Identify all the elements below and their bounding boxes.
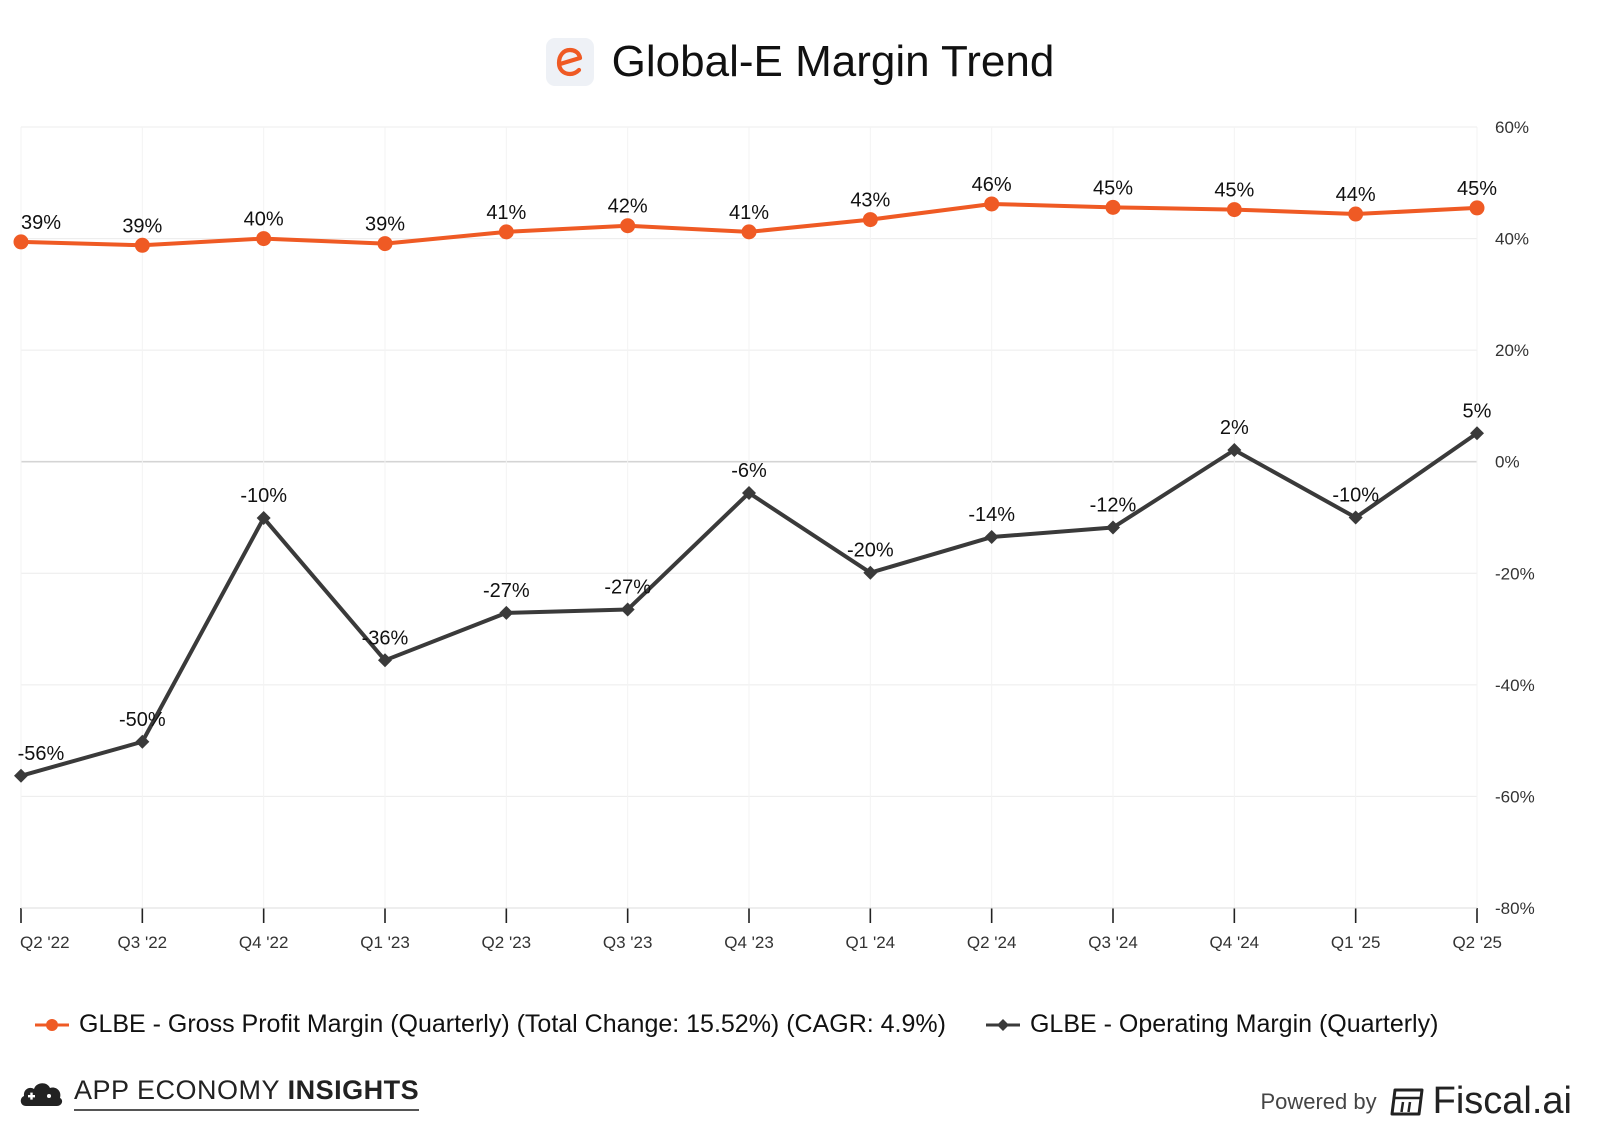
powered-by-text: Powered by	[1260, 1088, 1377, 1114]
x-tick-label: Q4 '22	[239, 933, 289, 952]
operating-point	[620, 602, 635, 617]
legend-diamond-marker-icon	[985, 1018, 1020, 1031]
gross-point	[1469, 200, 1485, 216]
gross-data-label: 42%	[608, 196, 648, 218]
fiscal-brand-text: Fiscal.ai	[1432, 1080, 1572, 1122]
operating-point	[499, 605, 514, 620]
gross-data-label: 41%	[729, 202, 769, 224]
margin-line-chart: 60% 40% 20% 0% -20% -40% -60% -80% Q2 '22 Q3 '22 Q…	[13, 118, 1535, 952]
operating-data-label: -6%	[731, 460, 767, 482]
operating-point	[378, 653, 392, 668]
operating-point	[984, 530, 999, 545]
global-e-logo-icon	[545, 38, 594, 86]
gross-point	[1105, 199, 1121, 215]
operating-data-label: 5%	[1463, 400, 1492, 422]
gross-data-label: 39%	[122, 215, 162, 237]
gross-data-label: 44%	[1336, 184, 1376, 206]
x-tick-label: Q4 '24	[1210, 933, 1260, 952]
operating-point	[1106, 520, 1120, 535]
operating-point	[256, 511, 271, 526]
chart-title: Global-E Margin Trend	[611, 37, 1055, 86]
operating-data-label: -36%	[362, 627, 409, 649]
app-economy-insights-text: APP ECONOMY INSIGHTS	[74, 1075, 420, 1111]
gross-point	[1226, 202, 1242, 218]
gross-point	[256, 231, 272, 247]
legend-circle-marker-icon	[35, 1018, 69, 1031]
x-tick-label: Q3 '24	[1088, 933, 1138, 952]
y-tick-label: -60%	[1495, 787, 1535, 806]
y-tick-label: -80%	[1495, 899, 1535, 918]
fiscal-logo-icon	[1390, 1088, 1424, 1115]
y-tick-label: 0%	[1495, 453, 1520, 472]
app-economy-insights-brand: APP ECONOMY INSIGHTS	[18, 1075, 420, 1111]
operating-data-label: -20%	[847, 540, 894, 562]
gross-data-label: 40%	[244, 209, 284, 231]
gross-point	[13, 234, 29, 250]
gross-point	[498, 224, 514, 240]
gross-point	[862, 212, 878, 228]
gross-data-label: 45%	[1093, 177, 1133, 199]
x-tick-label: Q2 '24	[967, 933, 1017, 952]
operating-data-label: -27%	[483, 580, 530, 602]
legend-label-operating: GLBE - Operating Margin (Quarterly)	[1029, 1010, 1439, 1038]
operating-point	[1470, 426, 1484, 441]
operating-data-label: 2%	[1220, 417, 1249, 439]
gross-point	[1348, 206, 1364, 222]
x-tick-label: Q3 '22	[118, 933, 168, 952]
cloud-gamepad-icon	[20, 1083, 63, 1106]
gross-point	[984, 196, 1000, 212]
x-tick-label: Q1 '25	[1331, 933, 1381, 952]
gross-point	[741, 224, 757, 240]
x-tick-label: Q3 '23	[603, 933, 653, 952]
x-tick-label: Q1 '24	[846, 933, 896, 952]
gross-data-label: 45%	[1457, 178, 1497, 200]
legend-item-gross[interactable]: GLBE - Gross Profit Margin (Quarterly) (…	[35, 1010, 946, 1039]
x-tick-label: Q2 '23	[482, 933, 532, 952]
y-tick-label: 20%	[1495, 341, 1529, 360]
operating-point	[1348, 510, 1363, 525]
operating-point	[742, 485, 756, 500]
gross-point	[377, 236, 393, 252]
operating-point	[135, 734, 150, 749]
x-tick-label: Q2 '22	[20, 933, 70, 952]
gross-point	[134, 237, 150, 253]
gross-point	[620, 218, 636, 234]
operating-data-label: -12%	[1090, 495, 1137, 517]
operating-data-label: -14%	[968, 504, 1015, 526]
brand-bold-text: INSIGHTS	[287, 1075, 420, 1105]
x-tick-label: Q4 '23	[724, 933, 774, 952]
y-tick-label: 60%	[1495, 118, 1529, 137]
legend-item-operating[interactable]: GLBE - Operating Margin (Quarterly)	[985, 1010, 1439, 1039]
gross-data-label: 43%	[850, 190, 890, 212]
x-tick-label: Q2 '25	[1452, 933, 1502, 952]
y-tick-label: -20%	[1495, 564, 1535, 583]
operating-data-label: -10%	[240, 485, 287, 507]
y-tick-label: -40%	[1495, 676, 1535, 695]
operating-data-label: -56%	[18, 743, 65, 765]
gross-data-label: 45%	[1214, 180, 1254, 202]
operating-data-label: -10%	[1332, 485, 1379, 507]
gross-data-label: 41%	[486, 202, 526, 224]
gross-data-label: 39%	[365, 214, 405, 236]
legend-label-gross: GLBE - Gross Profit Margin (Quarterly) (…	[79, 1010, 946, 1038]
x-tick-label: Q1 '23	[360, 933, 410, 952]
operating-point	[1227, 442, 1242, 457]
fiscal-brand: Powered by Fiscal.ai	[1260, 1080, 1572, 1123]
chart-header: Global-E Margin Trend	[0, 30, 1600, 94]
chart-legend: GLBE - Gross Profit Margin (Quarterly) (…	[35, 1010, 1478, 1039]
operating-point	[14, 768, 28, 783]
y-tick-label: 40%	[1495, 230, 1529, 249]
gross-data-label: 39%	[21, 212, 61, 234]
operating-data-label: -50%	[119, 709, 166, 731]
gross-data-label: 46%	[972, 174, 1012, 196]
brand-regular-text: APP ECONOMY	[74, 1075, 288, 1105]
operating-point	[863, 565, 878, 580]
operating-data-label: -27%	[604, 577, 651, 599]
